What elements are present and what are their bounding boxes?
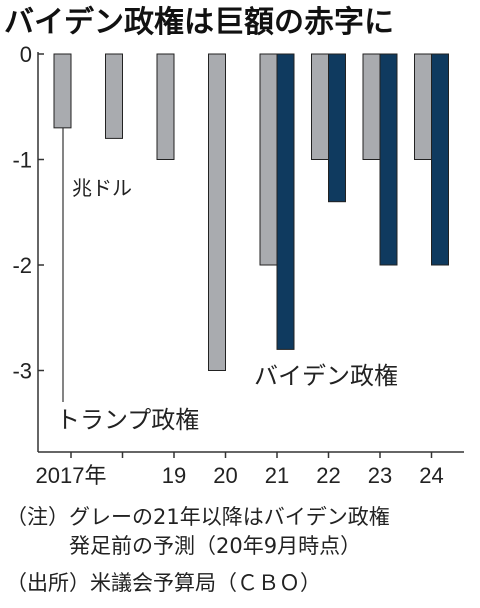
x-tick-label: 19 (162, 463, 186, 488)
unit-label: 兆ドル (72, 176, 132, 200)
bar-gray (208, 53, 226, 371)
y-tick-label: -1 (12, 148, 32, 173)
x-tick-label: 21 (265, 463, 289, 488)
x-tick-label: 22 (316, 463, 340, 488)
bar-blue (431, 53, 449, 266)
bar-gray (414, 53, 432, 160)
note-line-2: 発足前の予測（20年9月時点） (6, 534, 361, 558)
chart-title: バイデン政権は巨額の赤字に (4, 5, 394, 40)
trump-annotation: トランプ政権 (56, 406, 199, 434)
bar-blue (328, 53, 346, 203)
bars (53, 53, 449, 371)
bar-blue (276, 53, 295, 350)
bar-gray (53, 53, 72, 129)
source-line: （出所）米議会予算局（ＣＢＯ） (6, 571, 321, 595)
bar-gray (259, 53, 278, 266)
x-tick-label: 2017年 (36, 463, 107, 488)
bar-gray (362, 53, 381, 160)
x-tick-label: 24 (419, 463, 443, 488)
y-tick-label: -2 (12, 253, 32, 278)
note-line-1: （注）グレーの21年以降はバイデン政権 (6, 505, 390, 529)
y-axis-ticks: 0 -1 -2 -3 (12, 42, 44, 384)
bar-gray (156, 53, 175, 160)
y-tick-label: 0 (20, 42, 32, 67)
bar-gray (105, 53, 123, 139)
x-tick-label: 23 (368, 463, 392, 488)
bar-blue (379, 53, 398, 266)
x-axis-ticks: 2017年 19 20 21 22 23 24 (36, 452, 444, 488)
biden-annotation: バイデン政権 (254, 362, 398, 390)
bar-gray (311, 53, 329, 160)
y-tick-label: -3 (12, 359, 32, 384)
x-tick-label: 20 (213, 463, 237, 488)
